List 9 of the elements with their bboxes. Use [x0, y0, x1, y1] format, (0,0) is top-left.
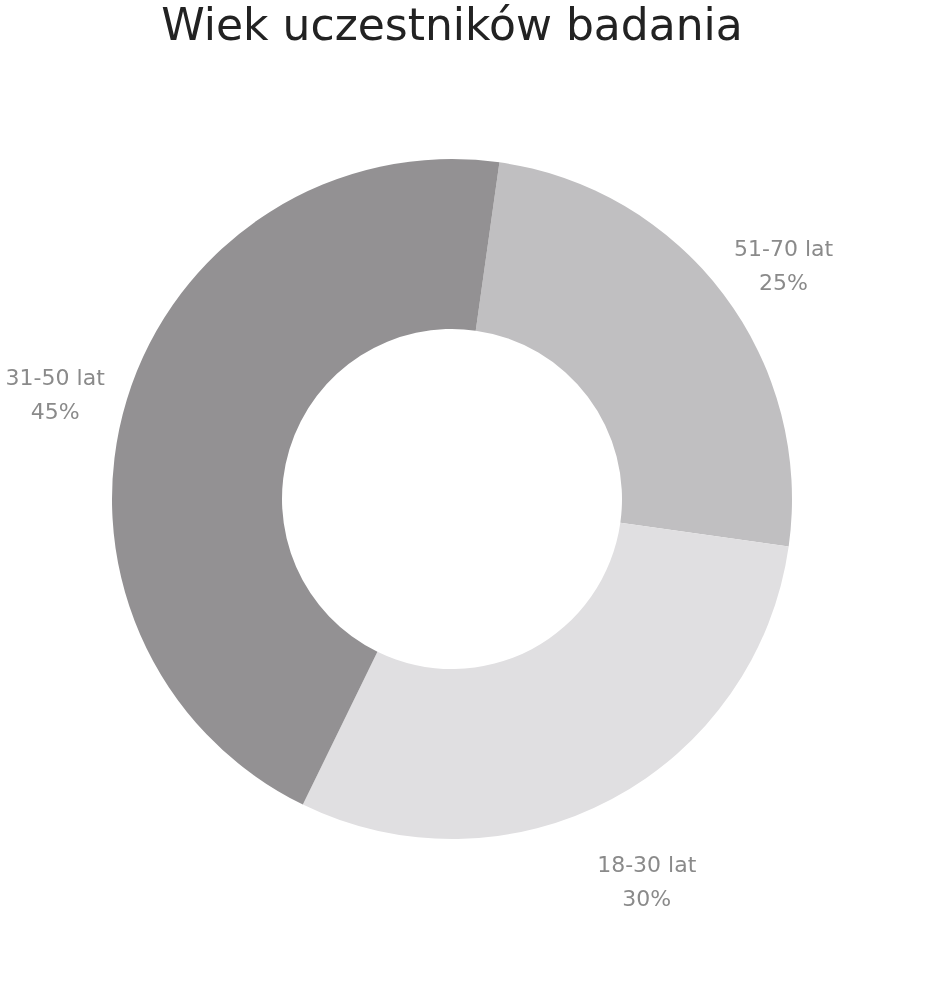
- slice-label: 51-70 lat: [733, 236, 834, 262]
- slice-label: 18-30 lat: [597, 852, 697, 878]
- donut-slice: [302, 522, 789, 839]
- data-label: 30%: [622, 886, 672, 912]
- chart-title: Wiek uczestników badania: [161, 0, 743, 50]
- data-label: 45%: [30, 398, 80, 424]
- slice-label: 31-50 lat: [5, 364, 106, 390]
- donut-slice: [112, 159, 500, 805]
- data-label: 25%: [759, 270, 808, 296]
